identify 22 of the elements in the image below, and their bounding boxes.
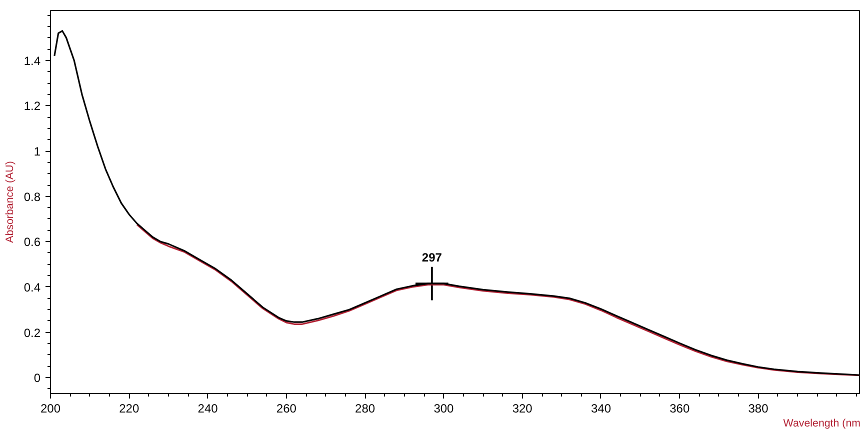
y-tick-label: 0 [34, 371, 41, 386]
y-tick-label: 0.4 [24, 280, 41, 294]
y-tick-label: 0.8 [24, 190, 41, 204]
annotation: 297 [422, 250, 442, 265]
y-tick-label: 1 [34, 144, 41, 159]
x-tick-label: 320 [512, 402, 533, 416]
y-tick-label: 0.6 [24, 235, 41, 250]
x-tick-label: 240 [198, 402, 218, 416]
x-tick-label: 220 [119, 402, 140, 416]
x-tick-label: 200 [40, 402, 61, 416]
line-series [136, 224, 860, 376]
x-tick-label: 280 [355, 402, 376, 416]
y-tick-label: 0.2 [24, 326, 41, 340]
x-axis-title: Wavelength (nm [783, 418, 860, 429]
x-tick-label: 300 [434, 402, 454, 416]
x-tick-label: 260 [276, 402, 297, 416]
x-tick-label: 340 [590, 402, 612, 416]
x-tick-label: 360 [670, 402, 690, 416]
y-tick-label: 1.2 [24, 99, 41, 114]
x-tick-label: 380 [748, 402, 769, 416]
y-axis-title: Absorbance (AU) [4, 161, 16, 243]
y-tick-label: 1.4 [24, 54, 41, 68]
